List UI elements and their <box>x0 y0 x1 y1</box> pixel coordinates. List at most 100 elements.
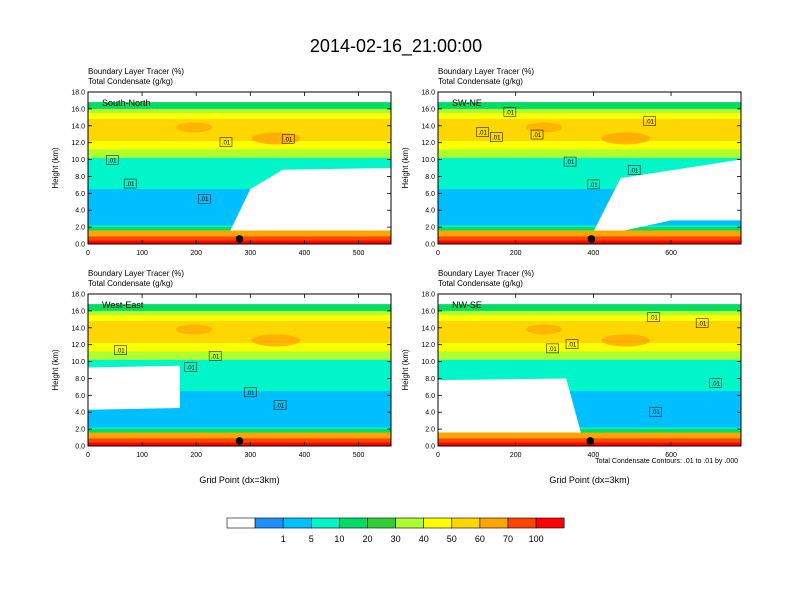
contour-label-box <box>709 378 722 388</box>
contour-label: .01 <box>548 347 557 353</box>
y-tick-label: 14.0 <box>71 123 85 130</box>
x-tick-label: 500 <box>353 250 365 257</box>
panel-frame <box>437 293 742 447</box>
x-axis-label: Grid Point (dx=3km) <box>199 475 279 485</box>
contour-label-box <box>476 127 489 137</box>
y-tick-label: 0.0 <box>75 242 85 249</box>
colorbar-swatch <box>282 517 312 529</box>
y-tick-label: 2.0 <box>75 427 85 434</box>
contour-label-box <box>643 116 656 126</box>
panel-field: .01 .01 .01 .01 .01 <box>88 294 391 446</box>
contour-label: .01 <box>566 160 575 166</box>
x-tick-label: 400 <box>588 452 600 459</box>
y-axis-label: Height (km) <box>401 349 410 391</box>
contour-label: .01 <box>284 137 293 143</box>
contour-label-box <box>587 179 600 190</box>
contour-label: .01 <box>126 182 135 188</box>
contour-label-box <box>219 137 233 147</box>
panel-field: .01 .01 .01 .01 .01 .01 <box>438 294 741 446</box>
x-tick-label: 200 <box>510 452 522 459</box>
contour-label: .01 <box>533 133 542 139</box>
field-band <box>438 119 741 141</box>
y-tick-label: 6.0 <box>425 191 435 198</box>
contour-label-box <box>563 156 577 167</box>
colorbar-label: 1 <box>281 534 286 544</box>
clear-air-region <box>223 168 391 234</box>
colorbar-label: 20 <box>362 534 372 544</box>
y-tick-label: 2.0 <box>425 427 435 434</box>
colorbar-swatch <box>254 517 284 529</box>
x-tick-label: 0 <box>436 452 440 459</box>
y-tick-label: 6.0 <box>75 191 85 198</box>
colorbar-label: 5 <box>309 534 314 544</box>
x-tick-label: 600 <box>665 250 677 257</box>
contour-label-box <box>123 178 137 189</box>
contour-label-box <box>490 132 503 142</box>
y-tick-label: 8.0 <box>425 376 435 383</box>
panel-subtitle-condensate: Total Condensate (g/kg) <box>438 279 523 288</box>
y-tick-label: 16.0 <box>71 106 85 113</box>
x-tick-label: 300 <box>244 452 256 459</box>
high-tracer-patch <box>175 122 213 133</box>
x-tick-label: 200 <box>190 250 202 257</box>
panel-subtitle-tracer: Boundary Layer Tracer (%) <box>438 67 534 76</box>
x-tick-label: 400 <box>299 250 311 257</box>
contour-label: .01 <box>646 120 655 126</box>
colorbar-swatch <box>535 517 565 529</box>
y-tick-label: 0.0 <box>425 242 435 249</box>
y-axis-label: Height (km) <box>51 147 60 189</box>
contour-label-box <box>184 362 198 372</box>
panel-title: West-East <box>102 300 144 310</box>
high-tracer-patch <box>175 324 213 335</box>
y-tick-label: 12.0 <box>71 342 85 349</box>
panel-sw-ne: Boundary Layer Tracer (%)Total Condensat… <box>401 67 742 257</box>
contour-label-box <box>530 129 544 140</box>
contour-note: Total Condensate Contours: .01 to .01 by… <box>595 458 738 465</box>
x-tick-label: 0 <box>86 250 90 257</box>
contour-label-box <box>647 312 660 322</box>
x-tick-label: 600 <box>665 452 677 459</box>
colorbar-label: 30 <box>391 534 401 544</box>
panel-title: SW-NE <box>452 98 482 108</box>
contour-label: .01 <box>630 169 639 175</box>
y-tick-label: 14.0 <box>421 325 435 332</box>
panel-frame <box>437 91 742 245</box>
y-tick-label: 0.0 <box>425 444 435 451</box>
panel-subtitle-tracer: Boundary Layer Tracer (%) <box>438 269 534 278</box>
x-tick-label: 100 <box>136 452 148 459</box>
panel-nw-se: Boundary Layer Tracer (%)Total Condensat… <box>401 269 742 485</box>
contour-label-box <box>273 400 287 410</box>
colorbar-swatch <box>339 517 368 529</box>
panel-subtitle-tracer: Boundary Layer Tracer (%) <box>88 67 184 76</box>
y-tick-label: 12.0 <box>71 140 85 147</box>
y-tick-label: 4.0 <box>425 410 435 417</box>
contour-label: .01 <box>108 158 117 164</box>
y-tick-label: 16.0 <box>421 106 435 113</box>
location-marker <box>235 235 244 243</box>
y-axis-label: Height (km) <box>401 147 410 189</box>
y-tick-label: 10.0 <box>71 359 85 366</box>
contour-label: .01 <box>506 110 515 116</box>
contour-label-box <box>503 107 517 117</box>
contour-label: .01 <box>712 382 721 388</box>
y-tick-label: 18.0 <box>71 292 85 299</box>
clear-air-region <box>591 159 741 236</box>
contour-label: .01 <box>222 141 231 147</box>
field-band <box>88 321 391 343</box>
boundary-layer-band <box>438 240 741 244</box>
y-tick-label: 14.0 <box>421 123 435 130</box>
contour-label-box <box>695 318 709 328</box>
x-tick-label: 300 <box>244 250 256 257</box>
colorbar-swatch <box>367 517 396 529</box>
colorbar-swatch <box>479 517 509 529</box>
colorbar-swatch <box>451 517 481 529</box>
high-tracer-patch <box>601 132 651 145</box>
contour-label-box <box>546 343 559 354</box>
high-tracer-patch <box>251 334 301 347</box>
contour-label: .01 <box>116 349 125 355</box>
contour-label: .01 <box>276 403 285 409</box>
y-tick-label: 18.0 <box>421 90 435 97</box>
high-tracer-patch <box>525 122 563 133</box>
y-tick-label: 4.0 <box>75 410 85 417</box>
